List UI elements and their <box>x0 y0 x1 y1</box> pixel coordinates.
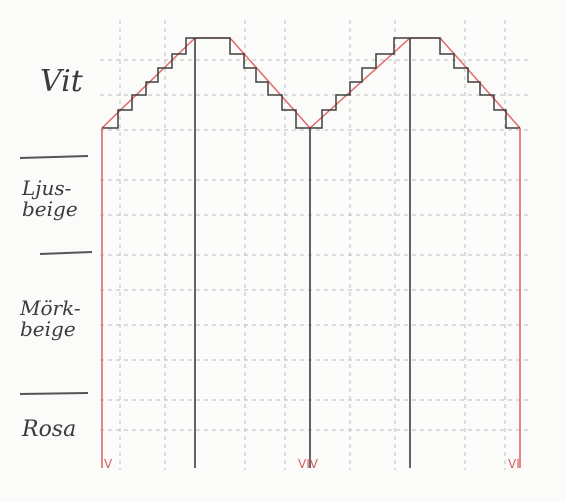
label-ljusbeige-line2: beige <box>22 197 78 221</box>
band-separators <box>19 155 93 395</box>
red-zigzag-line <box>101 37 521 130</box>
label-rosa: Rosa <box>22 417 77 442</box>
marker-right: VI <box>508 457 520 471</box>
label-ljusbeige-line1: Ljus- <box>22 176 72 200</box>
label-morkbeige: Mörk- beige <box>20 298 81 340</box>
label-vit: Vit <box>40 64 83 99</box>
label-morkbeige-line2: beige <box>20 317 76 341</box>
vertical-center-lines <box>194 38 411 468</box>
marker-middle: VIV <box>298 457 318 471</box>
label-ljusbeige: Ljus- beige <box>22 178 78 220</box>
marker-left: V <box>104 457 113 471</box>
stair-step-outline <box>102 37 520 129</box>
grid-lines <box>100 20 530 470</box>
label-morkbeige-line1: Mörk- <box>20 296 81 320</box>
red-edge-lines <box>101 128 521 468</box>
